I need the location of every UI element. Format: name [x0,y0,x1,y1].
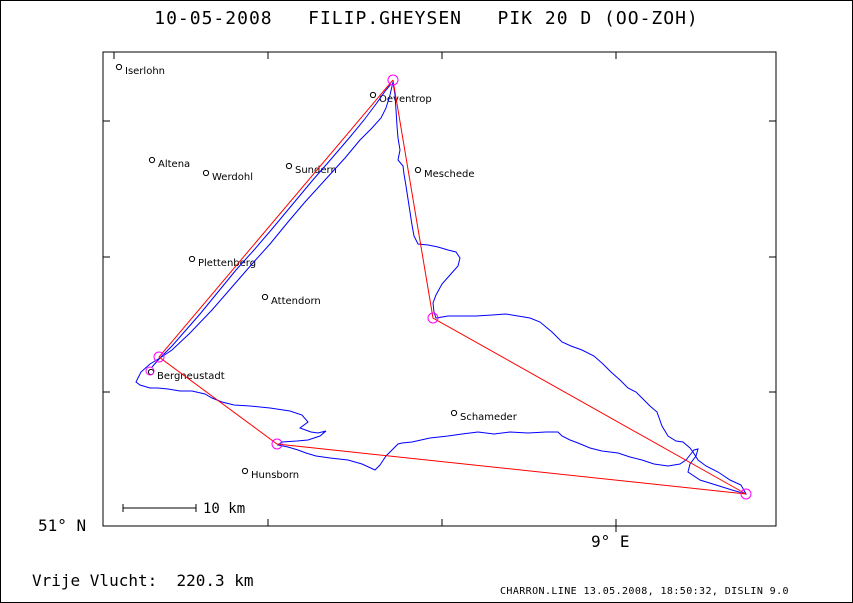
y-ticks [103,120,776,527]
town-marker [369,91,377,99]
town-label: Altena [158,159,190,170]
town-marker [202,169,210,177]
flight-track-outbound [151,83,392,368]
lat-axis-label: 51° N [38,516,87,535]
scale-label: 10 km [203,501,245,517]
town-marker [115,63,123,71]
map-title: 10-05-2008 FILIP.GHEYSEN PIK 20 D (OO-ZO… [154,8,699,29]
plot-frame [102,51,777,527]
turnpoint-oeventrop [387,74,399,86]
town-marker [261,293,269,301]
turnpoints [145,74,752,500]
town-label: Oeventrop [379,94,432,105]
town-label: Werdohl [212,172,253,183]
x-ticks [113,52,617,532]
scale-bar [122,504,197,512]
task-line [158,79,747,495]
town-marker [450,409,458,417]
distance-text: Vrije Vlucht: 220.3 km [32,571,254,590]
town-label: Plettenberg [198,258,256,269]
flight-track [135,81,748,495]
town-label: Schameder [460,412,518,423]
town-label: Iserlohn [125,66,165,77]
town-label: Bergneustadt [157,371,225,382]
town-marker [241,467,249,475]
town-label: Attendorn [271,296,321,307]
town-marker [285,162,293,170]
town-marker [188,255,196,263]
turnpoint-south [271,438,283,450]
turnpoint-southeast [740,488,752,500]
town-label: Hunsborn [251,470,299,481]
turnpoint-bergneustadt [153,351,165,363]
footer-text: CHARRON.LINE 13.05.2008, 18:50:32, DISLI… [500,586,789,597]
town-marker [414,166,422,174]
lon-axis-label: 9° E [591,532,630,551]
town-label: Meschede [424,169,474,180]
turnpoint-east [427,312,439,324]
town-marker [148,156,156,164]
turnpoint-start [145,366,155,376]
